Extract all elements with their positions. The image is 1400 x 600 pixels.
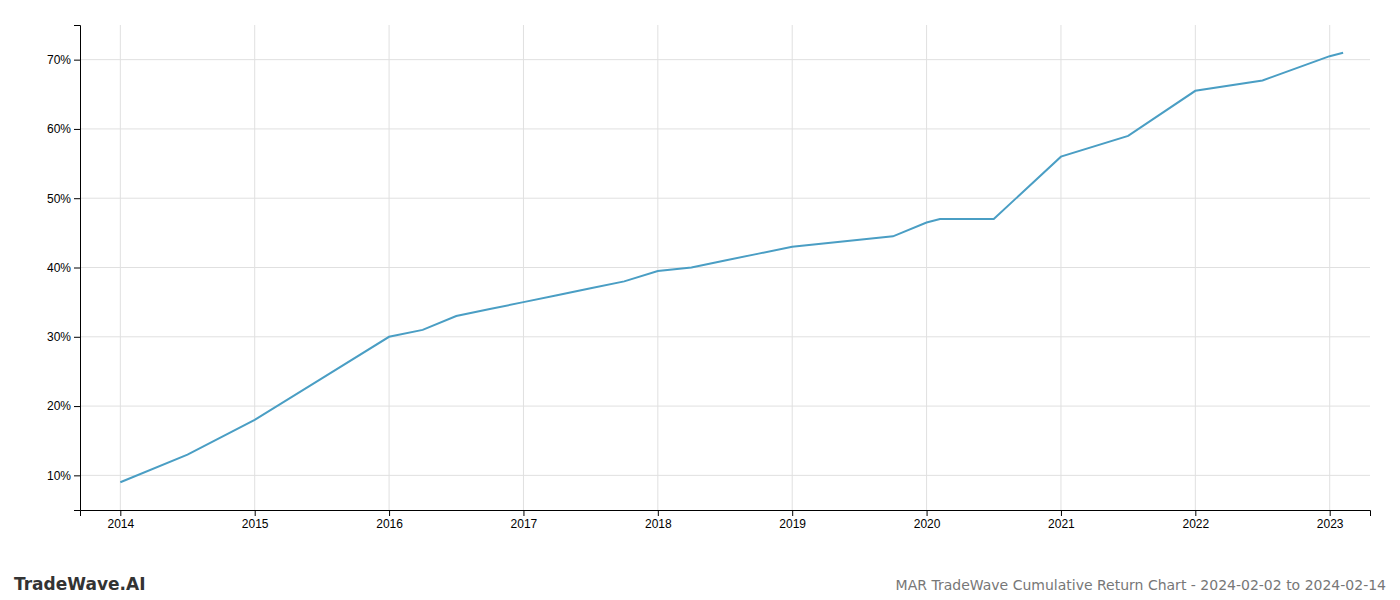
y-tick-mark (74, 337, 80, 338)
grid-line (80, 267, 1370, 268)
x-tick: 2023 (1317, 510, 1344, 531)
x-tick: 2015 (242, 510, 269, 531)
x-tick: 2020 (914, 510, 941, 531)
y-tick-label: 30% (47, 330, 71, 344)
x-tick-label: 2018 (645, 517, 672, 531)
y-tick-label: 60% (47, 122, 71, 136)
x-tick-mark (1330, 510, 1331, 516)
y-tick: 30% (47, 330, 80, 344)
x-tick-label: 2016 (376, 517, 403, 531)
chart: 2014 2015 2016 2017 2018 2019 2020 2021 2022 2023… (0, 0, 1400, 600)
x-tick-label: 2021 (1048, 517, 1075, 531)
y-tick-mark (74, 268, 80, 269)
y-tick: 40% (47, 261, 80, 275)
grid-line (80, 128, 1370, 129)
x-axis: 2014 2015 2016 2017 2018 2019 2020 2021 2022 2023 (81, 510, 1371, 531)
x-tick-mark (927, 510, 928, 516)
x-tick-label: 2017 (511, 517, 538, 531)
plot: 2014 2015 2016 2017 2018 2019 2020 2021 2022 2023… (47, 25, 1371, 531)
grid-line (80, 475, 1370, 476)
x-tick-label: 2020 (914, 517, 941, 531)
x-tick-mark (120, 510, 121, 516)
x-tick-label: 2015 (242, 517, 269, 531)
x-tick-mark (792, 510, 793, 516)
y-tick: 10% (47, 469, 80, 483)
y-tick: 70% (47, 53, 80, 67)
marks (120, 53, 1343, 483)
x-tick-label: 2014 (107, 517, 134, 531)
x-tick-label: 2022 (1182, 517, 1209, 531)
x-tick-mark (1061, 510, 1062, 516)
y-axis: 10% 20% 30% 40% 50% 60% 70% (47, 26, 81, 511)
x-tick-label: 2023 (1317, 517, 1344, 531)
y-tick-label: 10% (47, 469, 71, 483)
title: MAR TradeWave Cumulative Return Chart - … (896, 577, 1386, 593)
y-tick-label: 70% (47, 53, 71, 67)
x-axis-line (81, 511, 1371, 517)
y-tick: 50% (47, 192, 80, 206)
x-tick: 2021 (1048, 510, 1075, 531)
y-tick-mark (74, 406, 80, 407)
grid (80, 25, 1370, 510)
x-tick: 2018 (645, 510, 672, 531)
y-tick-label: 20% (47, 399, 71, 413)
y-tick: 20% (47, 399, 80, 413)
x-tick-mark (255, 510, 256, 516)
x-tick: 2014 (107, 510, 134, 531)
y-tick-mark (74, 475, 80, 476)
x-tick: 2016 (376, 510, 403, 531)
x-tick: 2017 (511, 510, 538, 531)
x-tick-mark (523, 510, 524, 516)
x-tick: 2019 (779, 510, 806, 531)
line (120, 53, 1343, 483)
y-tick-mark (74, 129, 80, 130)
y-tick-mark (74, 198, 80, 199)
watermark: TradeWave.AI (14, 574, 145, 594)
x-tick-mark (389, 510, 390, 516)
grid-line (80, 198, 1370, 199)
x-tick-label: 2019 (779, 517, 806, 531)
grid-line (80, 336, 1370, 337)
y-tick-label: 50% (47, 192, 71, 206)
grid-line (80, 59, 1370, 60)
x-tick-mark (658, 510, 659, 516)
x-tick: 2022 (1182, 510, 1209, 531)
y-tick: 60% (47, 122, 80, 136)
grid-line (80, 406, 1370, 407)
x-tick-mark (1195, 510, 1196, 516)
y-tick-label: 40% (47, 261, 71, 275)
y-axis-line (74, 26, 81, 511)
y-tick-mark (74, 60, 80, 61)
